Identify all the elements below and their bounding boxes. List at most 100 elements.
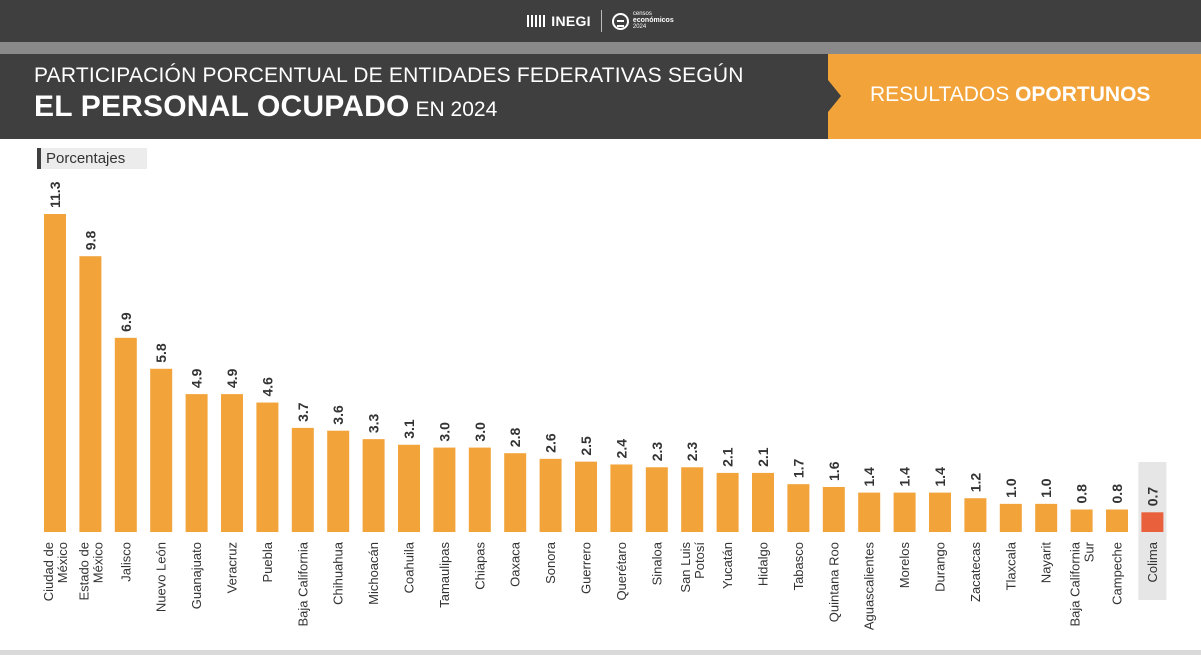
results-label: RESULTADOS OPORTUNOS [870, 83, 1150, 107]
bar [150, 368, 173, 532]
chart-title-line-2: EL PERSONAL OCUPADO EN 2024 [34, 90, 497, 124]
category-label: Oaxaca [508, 541, 523, 587]
results-label-bold: OPORTUNOS [1015, 83, 1151, 106]
inegi-logo: INEGI [527, 13, 591, 29]
category-label: Sinaloa [649, 541, 664, 585]
value-label: 3.6 [330, 405, 346, 425]
value-label: 1.0 [1038, 478, 1054, 498]
category-label: Quintana Roo [826, 542, 841, 622]
bar [398, 444, 420, 532]
title-banner [0, 54, 828, 139]
value-label: 5.8 [153, 343, 169, 363]
value-label: 3.3 [366, 413, 382, 433]
bar [752, 472, 774, 532]
value-label: 1.2 [967, 473, 983, 493]
bar [787, 484, 810, 532]
category-label: Hidalgo [756, 542, 771, 586]
category-label: Chiapas [472, 542, 487, 590]
category-label: Aguascalientes [862, 542, 877, 631]
bar [185, 394, 208, 532]
chart-title-line-1: PARTICIPACIÓN PORCENTUAL DE ENTIDADES FE… [34, 64, 744, 87]
y-axis-label-accent [37, 148, 41, 169]
bar [504, 453, 527, 532]
censos-line-2: económicos [632, 16, 674, 24]
category-label: Jalisco [118, 542, 133, 582]
category-label: Durango [933, 542, 948, 592]
value-label: 1.4 [897, 467, 913, 487]
category-label: Querétaro [614, 542, 629, 601]
category-label: Zacatecas [968, 542, 983, 602]
value-label: 1.4 [861, 467, 877, 487]
bar [858, 492, 881, 532]
value-label: 3.1 [401, 419, 417, 439]
bar [256, 402, 279, 532]
inegi-mark-icon [527, 15, 548, 27]
value-label: 11.3 [47, 181, 63, 208]
bar [822, 486, 845, 532]
value-label: 1.0 [1003, 478, 1019, 498]
censos-line-3: 2024 [632, 24, 647, 31]
bar [327, 430, 350, 532]
value-label: 4.9 [189, 368, 205, 388]
category-label: Morelos [897, 542, 912, 589]
logo-divider [600, 10, 602, 32]
results-label-regular: RESULTADOS [870, 83, 1010, 106]
bar [1035, 503, 1058, 532]
top-bar-edge [0, 42, 1201, 54]
bar [433, 447, 456, 532]
value-label: 0.8 [1074, 484, 1090, 504]
category-label: Veracruz [225, 542, 240, 593]
bar [79, 256, 102, 532]
censos-line-1: censos [632, 11, 652, 18]
value-label: 4.6 [259, 377, 275, 397]
category-label: Baja California [295, 541, 310, 626]
logo-strip: INEGI censos económicos 2024 [0, 8, 1201, 34]
value-label: 3.0 [436, 422, 452, 442]
category-label: Yucatán [720, 542, 735, 589]
category-label: Estado deMéxico [76, 542, 105, 601]
bar [44, 214, 66, 532]
value-label: 6.9 [118, 312, 134, 332]
category-label: Campeche [1110, 542, 1125, 605]
inegi-logo-text: INEGI [551, 13, 591, 29]
value-label: 1.4 [932, 467, 948, 487]
y-axis-label-box [37, 148, 147, 169]
results-panel-notch [828, 80, 841, 112]
value-label: 1.7 [790, 458, 806, 478]
value-label: 2.1 [755, 447, 771, 467]
category-label: Nuevo León [154, 542, 169, 612]
value-label: 4.9 [224, 368, 240, 388]
value-label: 9.8 [82, 231, 98, 251]
value-label: 2.5 [578, 436, 594, 456]
bar [681, 467, 704, 532]
value-label: 2.1 [720, 447, 736, 467]
category-label: Puebla [260, 541, 275, 582]
bar [539, 458, 562, 532]
value-label: 2.8 [507, 428, 523, 448]
y-axis-label: Porcentajes [46, 150, 126, 167]
category-label: Guerrero [579, 542, 594, 594]
category-label: Tlaxcala [1003, 541, 1018, 590]
category-label: Coahuila [402, 541, 417, 593]
category-label: Nayarit [1039, 542, 1054, 584]
results-panel [828, 54, 1201, 139]
value-label: 3.0 [472, 422, 488, 442]
bar [1070, 509, 1093, 532]
value-label: 3.7 [295, 402, 311, 422]
top-bar [0, 0, 1201, 42]
bar [221, 394, 243, 532]
bar [575, 461, 597, 532]
bar [964, 498, 987, 532]
category-label: Ciudad deMéxico [41, 542, 70, 601]
category-label: Michoacán [366, 542, 381, 605]
bar [291, 427, 314, 532]
censos-logo: censos económicos 2024 [611, 11, 674, 31]
bar [362, 439, 385, 532]
bar [610, 464, 633, 532]
chart-title-emphasis: EL PERSONAL OCUPADO [34, 90, 410, 123]
value-label: 2.3 [684, 442, 700, 462]
bar [999, 503, 1022, 532]
bar [1106, 509, 1128, 532]
value-label: 0.8 [1109, 484, 1125, 504]
chart-title-year: EN 2024 [415, 98, 498, 121]
